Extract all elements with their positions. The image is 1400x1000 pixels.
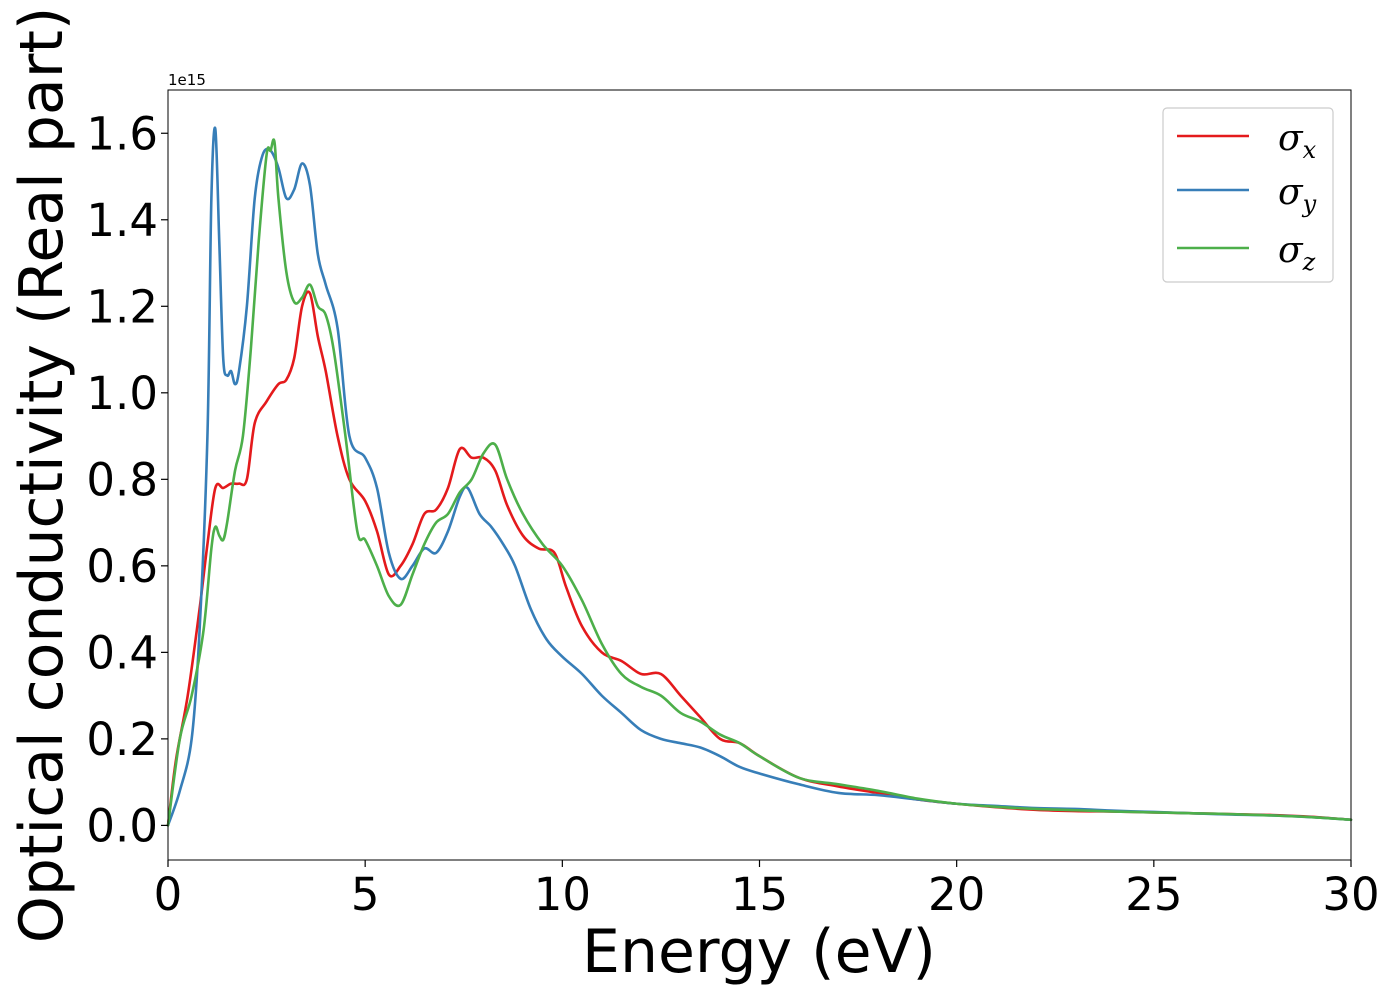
x-tick-label: 25 [1125, 868, 1182, 921]
x-tick-label: 5 [351, 868, 380, 921]
y-tick-label: 0.4 [86, 626, 158, 679]
x-tick-label: 15 [731, 868, 788, 921]
series-layer [166, 126, 1353, 827]
x-tick-label: 10 [534, 868, 591, 921]
x-axis-label: Energy (eV) [582, 917, 936, 987]
ticks-layer: 0 5 10 15 20 25 30 0.0 0.2 0.4 0.6 0.8 1.0 1.2 1.4 1.6 [86, 107, 1379, 921]
legend-symbol: σ [1278, 118, 1304, 159]
legend-subscript: z [1302, 248, 1316, 276]
y-tick-label: 0.8 [86, 453, 158, 506]
y-tick-label: 0.0 [86, 799, 158, 852]
y-offset-label: 1e15 [168, 71, 206, 89]
x-tick-label: 30 [1322, 868, 1379, 921]
legend-symbol: σ [1278, 230, 1304, 271]
x-tick-label: 20 [928, 868, 985, 921]
legend-subscript: x [1303, 136, 1317, 164]
y-tick-label: 1.2 [86, 280, 158, 333]
series-line-y [166, 126, 1353, 827]
y-tick-label: 1.6 [86, 107, 158, 160]
legend-label-y: σy [1278, 172, 1317, 218]
x-tick-label: 0 [154, 868, 183, 921]
legend-label-x: σx [1278, 118, 1317, 164]
series-line-x [166, 290, 1353, 827]
y-tick-label: 1.0 [86, 367, 158, 420]
y-tick-label: 1.4 [86, 194, 158, 247]
legend-label-z: σz [1278, 230, 1316, 276]
legend-box [1162, 107, 1334, 283]
legend-symbol: σ [1278, 172, 1304, 213]
y-tick-label: 0.2 [86, 713, 158, 766]
legend-subscript: y [1302, 190, 1317, 218]
series-line-z [166, 138, 1353, 827]
y-tick-label: 0.6 [86, 540, 158, 593]
y-axis-label: Optical conductivity (Real part) [7, 7, 77, 944]
